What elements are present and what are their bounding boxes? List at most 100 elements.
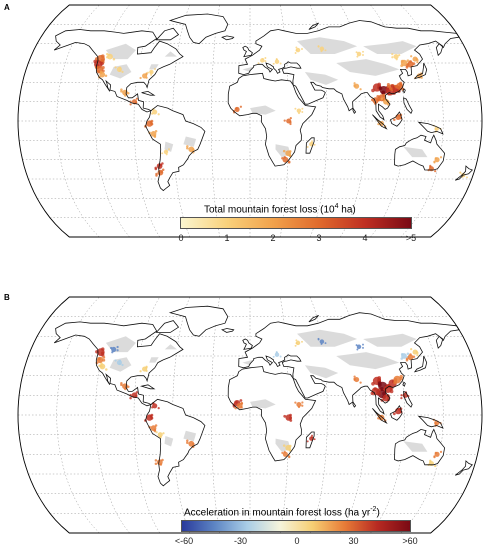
- forest-loss-pixel: [162, 432, 165, 435]
- graticule-meridian: [133, 4, 160, 238]
- forest-loss-pixel: [153, 134, 157, 137]
- no-data-region: [297, 329, 358, 347]
- forest-loss-pixel: [406, 352, 410, 356]
- forest-loss-pixel: [272, 355, 275, 358]
- forest-loss-pixel: [313, 143, 316, 146]
- forest-loss-pixel: [154, 167, 158, 171]
- forest-loss-pixel: [371, 98, 374, 102]
- colorbar-tick-label: 30: [348, 536, 359, 546]
- forest-loss-pixel: [283, 414, 287, 418]
- forest-loss-pixel: [151, 406, 154, 409]
- forest-loss-pixel: [121, 363, 124, 367]
- forest-loss-pixel: [415, 350, 418, 353]
- forest-loss-pixel: [135, 97, 139, 100]
- forest-loss-pixel: [279, 355, 282, 358]
- colorbar-a: [180, 217, 412, 229]
- forest-loss-pixel: [434, 157, 437, 160]
- forest-loss-pixel: [395, 58, 398, 61]
- forest-loss-pixel: [120, 88, 123, 91]
- forest-loss-pixel: [289, 116, 292, 120]
- coastline-sriLanka: [352, 400, 357, 408]
- forest-loss-pixel: [412, 62, 416, 65]
- land-baffin: [156, 320, 179, 333]
- coastline-madagascar: [305, 431, 315, 449]
- forest-loss-pixel: [459, 171, 462, 174]
- forest-loss-pixel: [289, 444, 292, 448]
- forest-loss-pixel: [306, 440, 309, 443]
- forest-loss-pixel: [161, 168, 165, 172]
- forest-loss-pixel: [399, 83, 403, 87]
- forest-loss-pixel: [150, 71, 152, 74]
- forest-loss-pixel: [416, 353, 419, 357]
- forest-loss-cluster: [282, 451, 288, 457]
- forest-loss-pixel: [439, 450, 443, 454]
- forest-loss-pixel: [165, 153, 168, 156]
- forest-loss-pixel: [289, 150, 292, 153]
- no-data-region: [149, 64, 159, 70]
- forest-loss-pixel: [235, 400, 238, 404]
- forest-loss-cluster: [393, 54, 399, 60]
- map-border: [17, 296, 483, 534]
- forest-loss-pixel: [398, 53, 401, 57]
- forest-loss-pixel: [100, 61, 104, 66]
- colorbar-tick-label: -30: [233, 536, 248, 546]
- no-data-region: [149, 357, 159, 363]
- forest-loss-pixel: [159, 163, 163, 167]
- forest-loss-pixel: [412, 355, 416, 358]
- no-data-region: [250, 399, 276, 409]
- forest-loss-pixel: [320, 343, 323, 345]
- no-data-region: [105, 43, 136, 60]
- panel-b-label: B: [4, 293, 10, 302]
- coastline-northAmerica: [53, 29, 184, 113]
- forest-loss-pixel: [289, 416, 292, 420]
- forest-loss-pixel: [356, 55, 359, 58]
- forest-loss-pixel: [151, 112, 154, 115]
- forest-loss-pixel: [145, 366, 148, 369]
- forest-loss-pixel: [139, 370, 142, 373]
- forest-loss-pixel: [359, 381, 362, 384]
- forest-loss-pixel: [362, 50, 364, 53]
- forest-loss-pixel: [409, 353, 412, 356]
- forest-loss-pixel: [429, 460, 432, 463]
- forest-loss-pixel: [288, 455, 291, 459]
- forest-loss-pixel: [400, 394, 403, 397]
- coastline-greenland: [168, 305, 229, 337]
- graticule-meridian: [211, 296, 221, 534]
- forest-loss-pixel: [371, 88, 375, 93]
- coastline-novayaZemlya: [308, 22, 319, 30]
- colorbar-b-title: Acceleration in mountain forest loss (ha…: [184, 506, 380, 519]
- forest-loss-pixel: [433, 455, 436, 459]
- forest-loss-pixel: [106, 56, 109, 59]
- coastline-philippines: [403, 97, 413, 114]
- forest-loss-pixel: [97, 357, 101, 361]
- forest-loss-pixel: [282, 444, 286, 447]
- forest-loss-pixel: [370, 391, 374, 396]
- forest-loss-pixel: [281, 156, 284, 160]
- forest-loss-pixel: [311, 140, 313, 143]
- forest-loss-pixel: [116, 345, 119, 349]
- coastline-madagascar: [305, 137, 315, 154]
- forest-loss-cluster: [319, 339, 325, 344]
- forest-loss-pixel: [353, 375, 356, 378]
- forest-loss-pixel: [147, 71, 149, 74]
- coastline-borneo: [390, 111, 403, 127]
- forest-loss-pixel: [393, 378, 398, 382]
- forest-loss-pixel: [135, 391, 139, 394]
- forest-loss-pixel: [317, 338, 320, 341]
- forest-loss-pixel: [394, 84, 398, 88]
- forest-loss-pixel: [240, 406, 243, 409]
- coastline-greatBritain: [242, 338, 253, 350]
- map-border: [17, 4, 483, 238]
- world-map-b: [17, 296, 483, 534]
- forest-loss-pixel: [145, 73, 148, 76]
- coastline-newZealand: [454, 165, 474, 181]
- forest-loss-pixel: [377, 382, 382, 387]
- forest-loss-pixel: [100, 362, 103, 365]
- forest-loss-pixel: [192, 148, 195, 151]
- forest-loss-pixel: [118, 359, 122, 362]
- forest-loss-cluster: [296, 108, 302, 113]
- forest-loss-pixel: [377, 82, 382, 87]
- forest-loss-pixel: [159, 435, 162, 438]
- forest-loss-pixel: [391, 56, 394, 59]
- forest-loss-pixel: [124, 387, 127, 391]
